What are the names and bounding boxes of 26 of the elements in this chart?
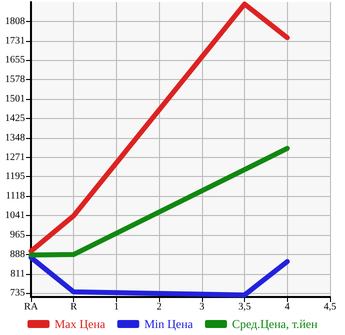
y-tick-label: 1501 xyxy=(5,94,25,105)
y-tick-label: 1271 xyxy=(5,152,25,163)
x-tick-label: 3,5 xyxy=(238,302,251,312)
y-tick-label: 1808 xyxy=(5,16,25,27)
y-tick-label: 1425 xyxy=(5,112,25,124)
x-tick-label: 4 xyxy=(284,302,290,312)
x-tick-label: 1 xyxy=(114,302,119,312)
y-tick-label: 1041 xyxy=(5,210,25,222)
y-tick-label: 965 xyxy=(10,229,25,240)
x-tick-label: 3 xyxy=(199,302,204,312)
y-tick-label: 735 xyxy=(10,288,25,299)
y-tick-label: 888 xyxy=(10,248,25,260)
y-tick-label: 1655 xyxy=(5,54,25,66)
legend-label: Max Цена xyxy=(54,317,106,331)
y-tick-label: 1348 xyxy=(5,132,25,144)
x-tick-label: 2 xyxy=(156,302,162,312)
y-tick-label: 1578 xyxy=(5,74,25,86)
y-tick-label: 1731 xyxy=(5,35,25,46)
legend-label: Сред.Цена, т.йен xyxy=(232,317,318,331)
legend-label: Min Цена xyxy=(144,317,194,331)
y-tick-label: 1195 xyxy=(5,171,25,182)
x-tick-label: 4,5 xyxy=(324,302,336,312)
x-tick-label: R xyxy=(70,302,78,312)
y-tick-label: 1118 xyxy=(6,190,25,202)
y-tick-label: 811 xyxy=(10,268,25,280)
x-tick-label: RA xyxy=(24,302,39,312)
